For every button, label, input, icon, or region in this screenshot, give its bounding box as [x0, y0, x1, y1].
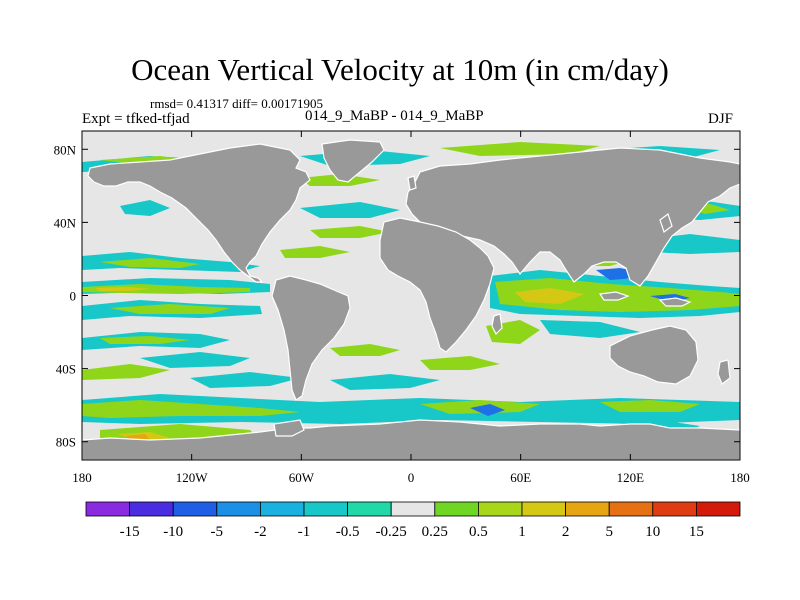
colorbar-label: 1 — [518, 524, 526, 540]
map-plot-area — [82, 131, 740, 460]
green-patch — [82, 284, 250, 294]
x-tick-label: 180 — [730, 470, 750, 485]
colorbar-swatch — [608, 501, 654, 517]
colorbar-label: 0.5 — [469, 524, 488, 540]
japan-land — [659, 213, 673, 233]
x-tick-label: 0 — [408, 470, 415, 485]
colorbar-label: -1 — [298, 524, 311, 540]
colorbar: -15 -10 -5 -2 -1 -0.5 -0.25 0.25 0.5 1 2 5 10 15 — [85, 501, 741, 540]
cyan-patch — [540, 320, 640, 338]
green-patch — [280, 246, 350, 258]
uk-land — [407, 175, 417, 191]
cyan-patch — [82, 394, 740, 424]
greenland-land — [321, 139, 385, 183]
colorbar-swatch — [172, 501, 218, 517]
colorbar-swatch — [477, 501, 523, 517]
green-patch — [600, 400, 700, 412]
antarctica-land — [82, 419, 740, 460]
y-tick-label: 80N — [54, 142, 77, 157]
green-patch — [82, 400, 300, 418]
y-tick-label: 80S — [56, 435, 76, 450]
colorbar-swatch — [696, 501, 741, 517]
experiment-text: Expt = tfked-tfjad — [82, 111, 190, 127]
colorbar-label: 5 — [605, 524, 613, 540]
colorbar-swatch — [259, 501, 305, 517]
colorbar-label: 15 — [689, 524, 704, 540]
green-patch — [82, 364, 170, 380]
cyan-patch — [140, 352, 250, 368]
cyan-patch — [190, 372, 300, 388]
y-axis-ticks: 80N 40N 0 40S 80S — [54, 142, 740, 450]
north-america-land — [87, 143, 311, 283]
x-tick-label: 180 — [72, 470, 92, 485]
africa-land — [379, 217, 495, 353]
colorbar-swatch — [652, 501, 697, 517]
cases-text: 014_9_MaBP - 014_9_MaBP — [305, 108, 484, 124]
colorbar-label: -0.5 — [336, 524, 360, 540]
land-masses — [82, 139, 740, 460]
x-tick-label: 120W — [176, 470, 209, 485]
yellow-patch — [515, 288, 585, 304]
colorbar-swatch — [85, 501, 130, 517]
antarctic-peninsula-land — [273, 419, 305, 437]
y-tick-label: 0 — [70, 289, 77, 304]
colorbar-swatch — [129, 501, 174, 517]
green-patch — [310, 226, 390, 238]
colorbar-label: 0.25 — [422, 524, 448, 540]
new-guinea-land — [658, 297, 692, 307]
colorbar-swatch — [390, 501, 436, 517]
colorbar-label: 2 — [562, 524, 570, 540]
colorbar-label: -10 — [163, 524, 183, 540]
indonesia-land — [598, 291, 630, 301]
new-zealand-land — [717, 359, 731, 385]
x-tick-label: 120E — [617, 470, 645, 485]
colorbar-label: -2 — [254, 524, 267, 540]
colorbar-label: -5 — [211, 524, 224, 540]
colorbar-swatch — [347, 501, 392, 517]
blue-patch — [470, 404, 505, 416]
yellow-patch — [95, 287, 150, 291]
green-patch — [110, 304, 230, 314]
cyan-patch — [330, 374, 440, 390]
chart-title: Ocean Vertical Velocity at 10m (in cm/da… — [131, 52, 669, 87]
green-patch — [440, 142, 600, 156]
y-tick-label: 40N — [54, 215, 77, 230]
madagascar-land — [491, 313, 503, 336]
cyan-patch — [120, 200, 170, 216]
x-tick-label: 60E — [510, 470, 531, 485]
season-text: DJF — [708, 111, 734, 127]
colorbar-label: 10 — [645, 524, 660, 540]
colorbar-label: -0.25 — [376, 524, 407, 540]
green-patch — [100, 336, 190, 344]
y-tick-label: 40S — [56, 362, 76, 377]
colorbar-swatch — [434, 501, 479, 517]
stats-text: rmsd= 0.41317 diff= 0.00171905 — [150, 96, 323, 111]
x-axis-ticks: 180 120W 60W 0 60E 120E 180 — [72, 131, 750, 485]
colorbar-swatch — [565, 501, 610, 517]
x-tick-label: 60W — [289, 470, 315, 485]
colorbar-swatch — [521, 501, 566, 517]
colorbar-label: -15 — [120, 524, 140, 540]
south-america-land — [271, 275, 351, 401]
green-patch — [420, 356, 500, 370]
green-patch — [100, 258, 200, 268]
cyan-patch — [300, 202, 400, 218]
colorbar-swatch — [303, 501, 348, 517]
australia-land — [609, 325, 699, 385]
green-patch — [330, 344, 400, 356]
colorbar-swatch — [216, 501, 261, 517]
